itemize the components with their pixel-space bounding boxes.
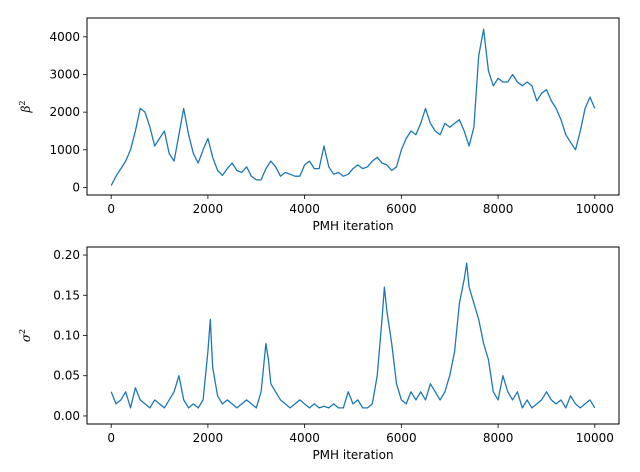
y-axis-label-symbol: β [19,106,33,114]
y-tick-label: 3000 [49,67,80,81]
x-tick-label: 10000 [576,202,614,216]
x-tick-label: 0 [107,202,115,216]
x-axis-label: PMH iteration [312,448,393,462]
y-tick: 1000 [49,143,87,157]
x-tick-label: 10000 [576,431,614,445]
y-tick: 2000 [49,105,87,119]
y-axis-label-superscript: 2 [18,100,27,105]
x-axis-label: PMH iteration [312,219,393,233]
x-tick: 0 [107,424,115,445]
y-tick-label: 2000 [49,105,80,119]
y-tick-label: 0.15 [53,288,80,302]
y-tick: 0.00 [53,409,87,423]
x-tick-label: 4000 [289,202,320,216]
x-tick-label: 2000 [193,202,224,216]
x-tick-label: 2000 [193,431,224,445]
y-tick-label: 0.10 [53,329,80,343]
y-tick: 0.10 [53,329,87,343]
trace-line-1-0 [110,262,596,409]
x-tick-label: 6000 [386,431,417,445]
y-tick: 0 [72,180,87,194]
x-tick: 0 [107,195,115,216]
x-tick-label: 0 [107,431,115,445]
y-tick-label: 0 [72,180,80,194]
x-tick: 4000 [289,424,320,445]
x-tick: 2000 [193,195,224,216]
y-tick: 0.15 [53,288,87,302]
x-tick: 6000 [386,424,417,445]
x-tick-label: 4000 [289,431,320,445]
y-tick-label: 0.20 [53,248,80,262]
sigma-squared-trace-panel: 0 2000 4000 6000 8000 10000 0.00 0.05 0.10 0.15 0.… [18,246,620,462]
x-tick: 2000 [193,424,224,445]
y-tick: 0.05 [53,369,87,383]
y-tick-label: 0.05 [53,369,80,383]
beta-squared-trace-panel: 0 2000 4000 6000 8000 10000 0 1000 2000 3000 4000 P… [18,17,620,233]
axes-frame [86,17,620,196]
x-tick: 10000 [576,195,614,216]
y-tick-label: 0.00 [53,409,80,423]
trace-line-0-0 [110,28,596,186]
y-tick: 4000 [49,30,87,44]
x-tick: 10000 [576,424,614,445]
x-tick: 4000 [289,195,320,216]
x-tick: 8000 [483,195,514,216]
axes-frame [86,246,620,425]
y-tick: 3000 [49,67,87,81]
y-axis-label-superscript: 2 [18,329,27,334]
y-tick-label: 1000 [49,143,80,157]
y-tick-label: 4000 [49,30,80,44]
y-axis-label-symbol: σ [19,333,33,342]
x-tick: 8000 [483,424,514,445]
y-tick: 0.20 [53,248,87,262]
x-tick-label: 8000 [483,202,514,216]
x-tick: 6000 [386,195,417,216]
y-axis-label: β2 [18,100,33,113]
x-tick-label: 8000 [483,431,514,445]
x-tick-label: 6000 [386,202,417,216]
y-axis-label: σ2 [18,329,33,342]
